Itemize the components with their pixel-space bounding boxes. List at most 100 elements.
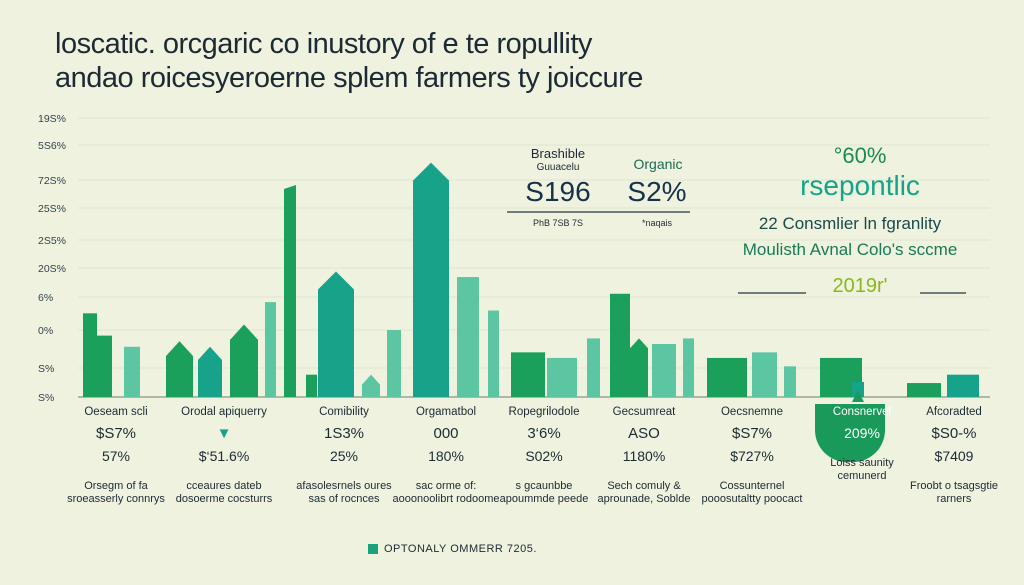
stat-big-pct: °60%: [833, 143, 887, 168]
category-v2: 180%: [428, 448, 464, 465]
category-v1: $S7%: [731, 425, 773, 443]
chart-title-line1: loscatic. orcgaric co inustory of e te r…: [55, 28, 592, 60]
category-name: Orgamatbol: [415, 406, 477, 418]
bar: [511, 352, 545, 397]
category-name: Oeseam scli: [84, 406, 148, 418]
bar: [83, 313, 97, 397]
category-desc: sac orme of: aooonoolibrt rodoome: [392, 479, 500, 505]
category-v2: S02%: [525, 448, 563, 465]
category-name: Consnervel: [832, 406, 892, 418]
category-label: Afcoradted $S0-% $7409 Froobt o tsagsgtie r…: [900, 405, 1008, 506]
y-tick-label: 20S%: [38, 263, 66, 275]
category-name: Oecsnemne: [720, 406, 783, 418]
bar: [630, 338, 648, 397]
bar: [318, 271, 354, 397]
category-name: Afcoradted: [926, 406, 982, 418]
category-desc: afasolesrnels oures sas of rocnces: [296, 479, 392, 505]
stat-line2: Moulisth Avnal Colo's sccme: [742, 240, 958, 259]
bar-tall-thin: [284, 184, 296, 397]
bar: [362, 374, 380, 397]
stat-right-foot: *naqais: [641, 218, 673, 228]
category-desc: s gcaunbbe apoummde peede: [499, 479, 589, 505]
category-name: Ropegrilodole: [508, 406, 580, 418]
legend: OPTONALY OMMERR 7205.: [368, 543, 537, 555]
bar: [652, 343, 676, 397]
category-label: Consnervel 209% Loiss saunity cemunerd: [808, 405, 916, 483]
y-tick-label: 0%: [38, 325, 53, 337]
category-v1: ASO: [628, 425, 660, 443]
legend-label: OPTONALY OMMERR 7205.: [384, 543, 537, 555]
bar: [124, 346, 140, 397]
stat-left-foot: PhB 7SB 7S: [532, 218, 584, 228]
category-desc: Froobt o tsagsgtie rarners: [909, 479, 999, 505]
bar: [166, 341, 193, 397]
bar: [306, 374, 317, 397]
callout-bubble: [815, 404, 885, 462]
bar: [413, 162, 449, 397]
category-v1: 3‘6%: [527, 425, 561, 443]
bar: [907, 383, 941, 397]
bar: [752, 352, 777, 397]
category-desc: Loiss saunity cemunerd: [830, 456, 894, 483]
bar: [488, 310, 499, 397]
category-label: Gecsumreat ASO 1180% Sech comuly & aprounad…: [590, 405, 698, 506]
category-v1: 000: [433, 425, 459, 443]
stat-right-label: Organic: [633, 156, 683, 172]
callout-bubble-tip: [852, 390, 864, 402]
y-tick-label: S%: [38, 363, 54, 375]
y-tick-label: 6%: [38, 292, 53, 304]
bar: [784, 366, 796, 397]
chart-title-line2: andao roicesyeroerne splem farmers ty jo…: [55, 62, 643, 94]
stat-right-value: S2%: [627, 176, 687, 207]
category-label: Ropegrilodole 3‘6% S02% s gcaunbbe apoummde…: [490, 405, 598, 506]
category-v2: 25%: [329, 448, 359, 465]
category-v2: $‘51.6%: [198, 448, 250, 465]
category-desc: Orsegm of fa sroeasserly connrys: [67, 479, 165, 505]
category-label: Orodal apiquerry ▼ $‘51.6% cceaures dateb d…: [170, 405, 278, 506]
bar: [230, 324, 258, 397]
category-label: Oeseam scli $S7% 57% Orsegm of fa sroeasser…: [62, 405, 170, 506]
bar: [587, 338, 600, 397]
category-desc: Sech comuly & aprounade, Soblde: [597, 479, 691, 505]
stat-year: 2019r': [832, 275, 888, 297]
bar: [387, 330, 401, 397]
category-label: Orgamatbol 000 180% sac orme of: aooonoolib…: [392, 405, 500, 506]
y-tick-label: S%: [38, 392, 54, 404]
bar: [198, 346, 222, 397]
category-desc: cceaures dateb dosoerme cocsturrs: [175, 479, 273, 505]
bar: [547, 357, 577, 397]
bar: [610, 293, 630, 397]
category-v2: 209%: [844, 425, 880, 442]
stat-left-label: Brashible: [530, 146, 586, 161]
category-label: Comibility 1S3% 25% afasolesrnels oures sas…: [290, 405, 398, 506]
category-v1: 1S3%: [323, 425, 365, 443]
y-tick-label: 5S6%: [38, 140, 66, 152]
bar: [683, 338, 694, 397]
category-label: Oecsnemne $S7% $727% Cossunternel pooosutal…: [698, 405, 806, 506]
y-tick-label: 25S%: [38, 203, 66, 215]
bar: [265, 302, 276, 397]
stat-line1: 22 Consmlier ln fgranlity: [758, 214, 942, 233]
category-name: Gecsumreat: [612, 406, 676, 418]
bar: [457, 277, 479, 397]
category-v1: $S7%: [95, 425, 137, 443]
category-v2: $7409: [934, 448, 974, 465]
category-name: Comibility: [319, 406, 369, 418]
category-desc: Cossunternel pooosutaltty poocact: [701, 479, 803, 505]
y-tick-label: 19S%: [38, 113, 66, 125]
stat-big-word: rsepontlic: [800, 170, 920, 201]
bar: [947, 374, 979, 397]
category-v2: 1180%: [622, 448, 666, 465]
y-tick-label: 72S%: [38, 175, 66, 187]
bar: [97, 335, 112, 397]
legend-swatch: [368, 544, 378, 554]
category-v1: ▼: [216, 425, 232, 443]
category-v1: $S0-%: [931, 425, 977, 443]
y-tick-label: 2S5%: [38, 235, 66, 247]
category-v2: $727%: [730, 448, 774, 465]
bar: [707, 357, 747, 397]
stat-left-value: S196: [525, 176, 591, 207]
category-name: Orodal apiquerry: [181, 406, 267, 418]
stat-left-sub: Guuacelu: [536, 162, 580, 173]
